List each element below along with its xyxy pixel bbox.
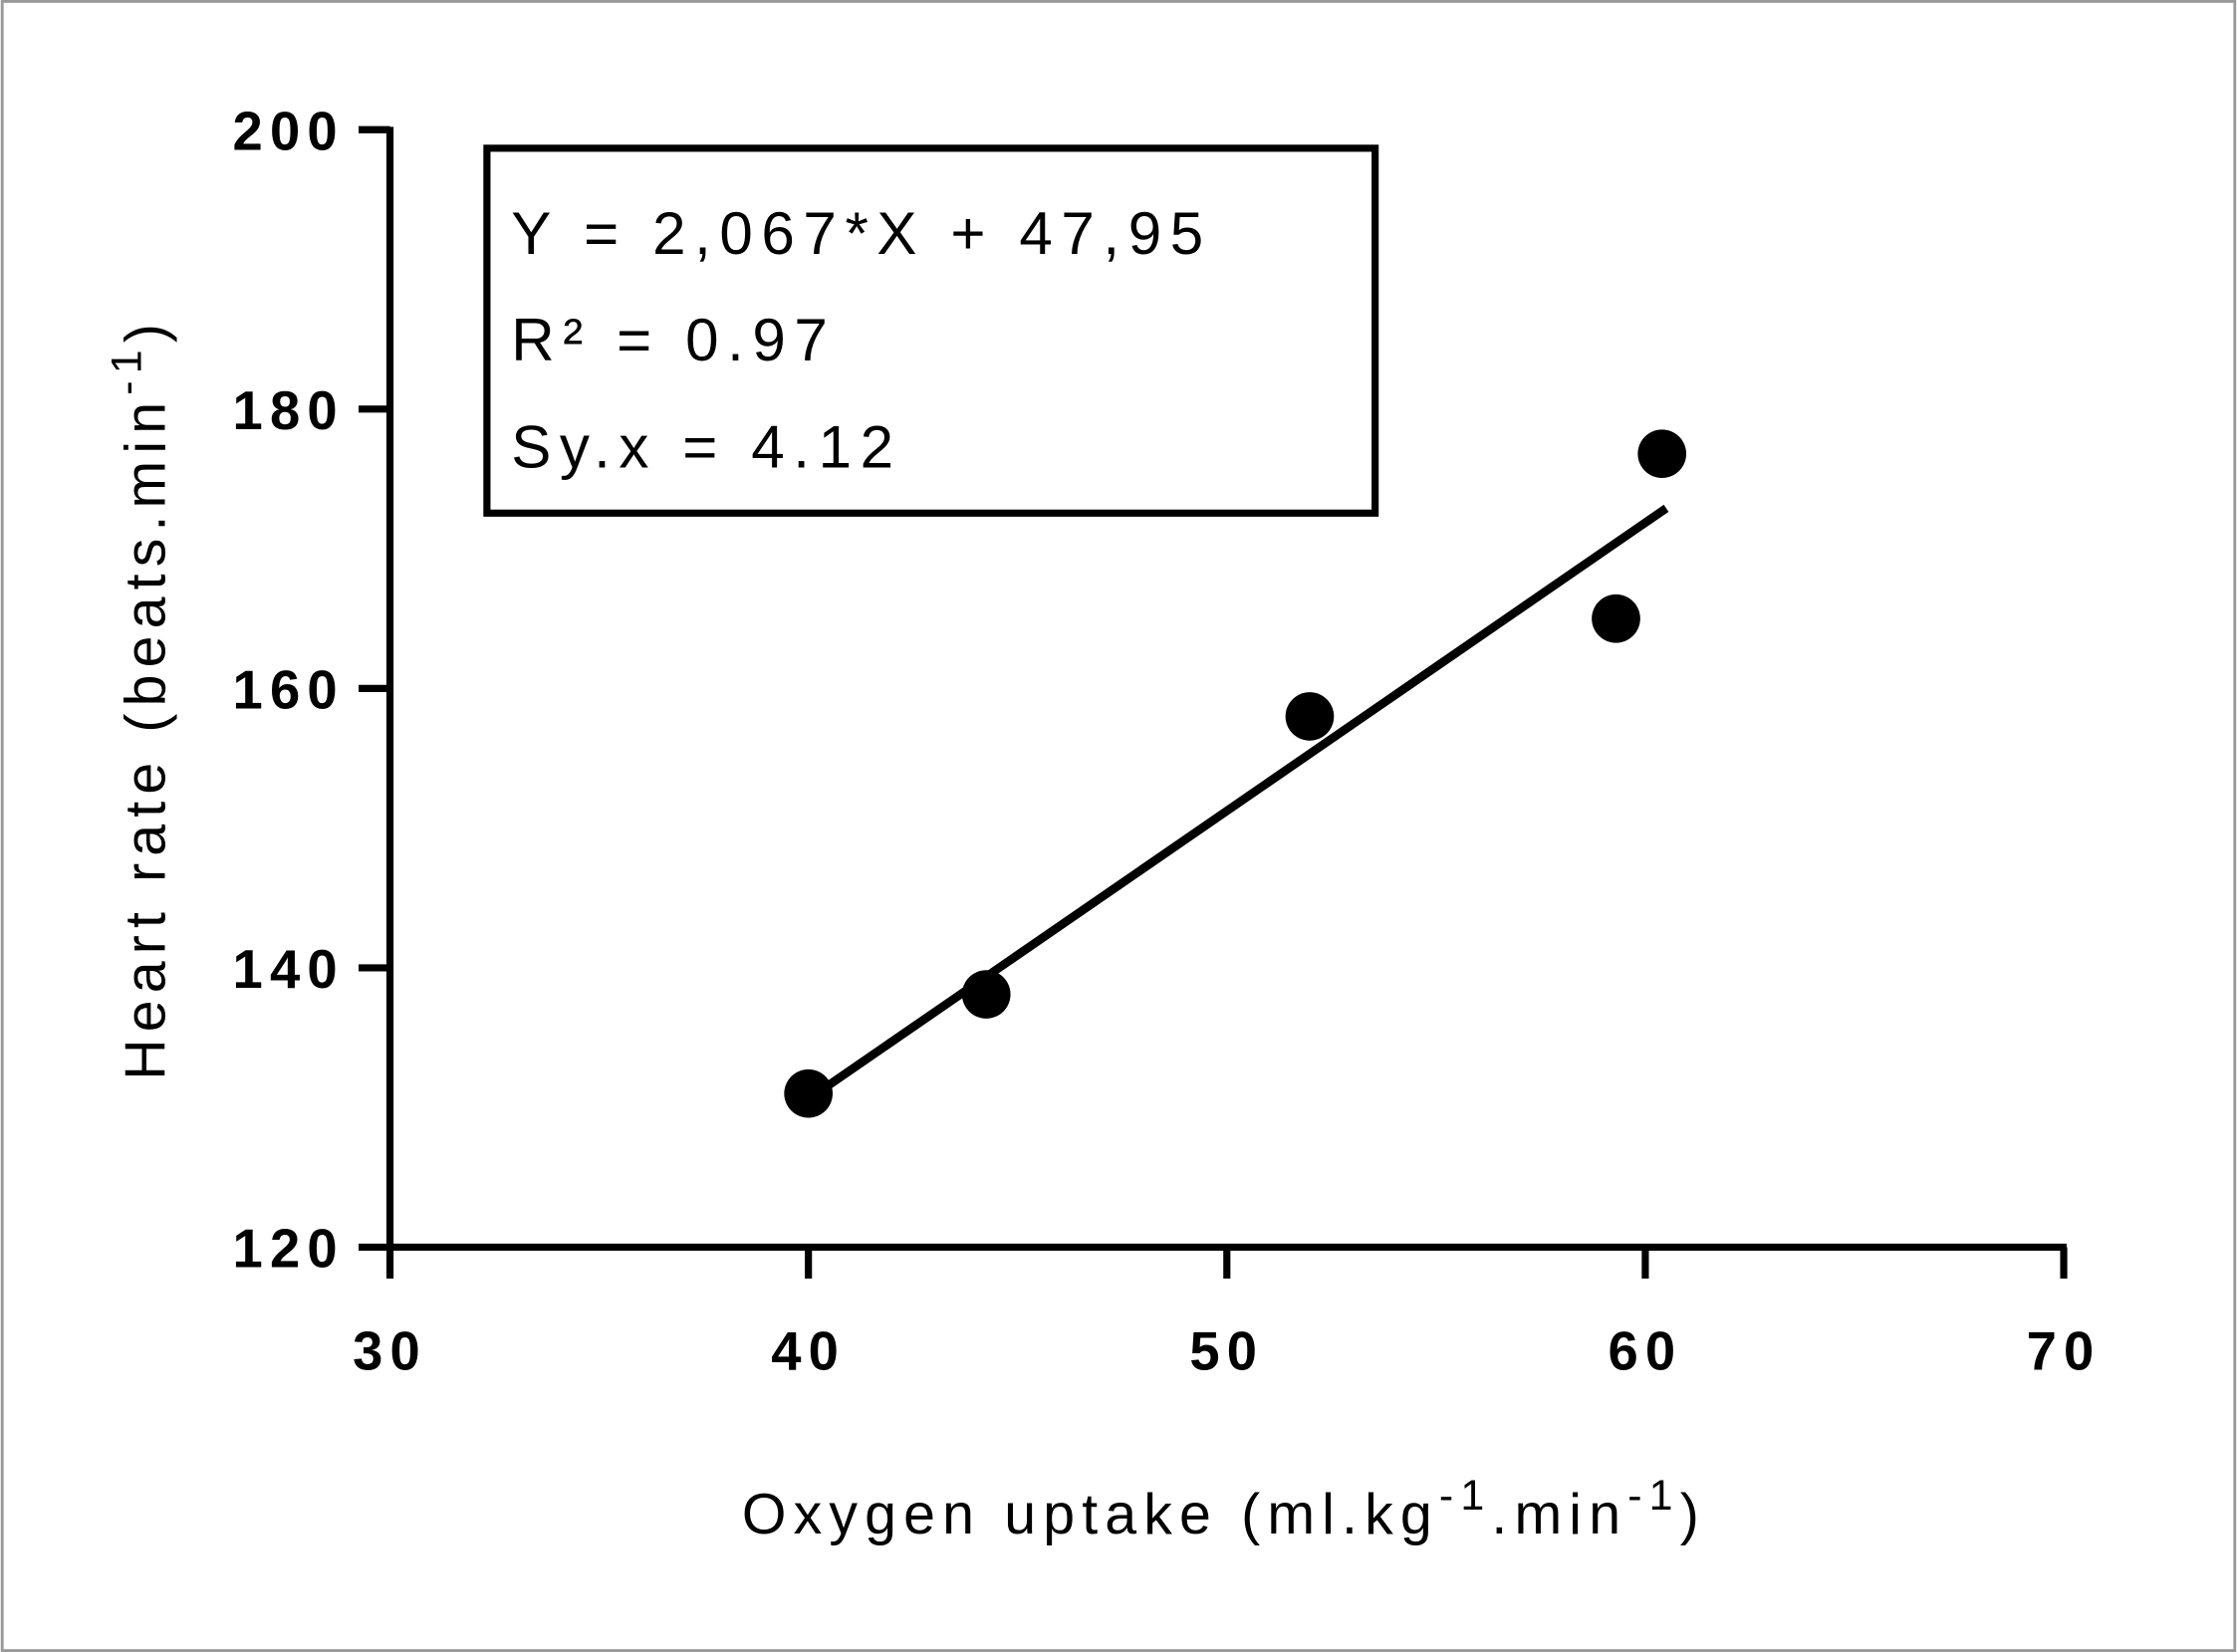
point bbox=[1592, 593, 1640, 643]
x-axis-label: Oxygen uptake (ml.kg-1.min-1) bbox=[742, 1472, 1706, 1546]
y-axis-label-sup: -1 bbox=[103, 343, 150, 395]
point bbox=[784, 1068, 834, 1118]
y-tick-label: 140 bbox=[233, 939, 345, 1000]
annotation-line: R² = 0.97 bbox=[511, 307, 836, 373]
x-axis-label-sup: -1 bbox=[1627, 1472, 1680, 1520]
x-tick-label: 40 bbox=[771, 1321, 846, 1382]
point bbox=[1637, 429, 1687, 479]
annotation-line: Y = 2,067*X + 47,95 bbox=[511, 200, 1212, 267]
y-tick-label: 200 bbox=[233, 101, 345, 161]
x-axis-label-part: ) bbox=[1680, 1483, 1706, 1546]
x-tick-label: 50 bbox=[1189, 1321, 1264, 1382]
x-axis-label-part: Oxygen uptake (ml.kg bbox=[742, 1483, 1439, 1546]
y-tick-label: 120 bbox=[233, 1219, 345, 1280]
point bbox=[1285, 692, 1335, 741]
y-axis-label-part: Heart rate (beats.min bbox=[114, 395, 177, 1080]
annotation-line: Sy.x = 4.12 bbox=[511, 414, 901, 481]
y-tick-label: 180 bbox=[233, 380, 345, 441]
x-tick-label: 30 bbox=[353, 1321, 427, 1382]
annotation-box bbox=[483, 144, 1379, 517]
y-axis-label-part: ) bbox=[114, 317, 177, 343]
fit-line bbox=[806, 504, 1669, 1103]
x-axis-label-part: .min bbox=[1491, 1483, 1627, 1546]
x-tick-label: 70 bbox=[2027, 1321, 2102, 1382]
point bbox=[961, 970, 1011, 1019]
x-axis-label-sup: -1 bbox=[1439, 1472, 1492, 1520]
x-tick-label: 60 bbox=[1609, 1321, 1683, 1382]
y-axis-label: Heart rate (beats.min-1) bbox=[103, 317, 177, 1080]
y-tick-label: 160 bbox=[233, 659, 345, 720]
